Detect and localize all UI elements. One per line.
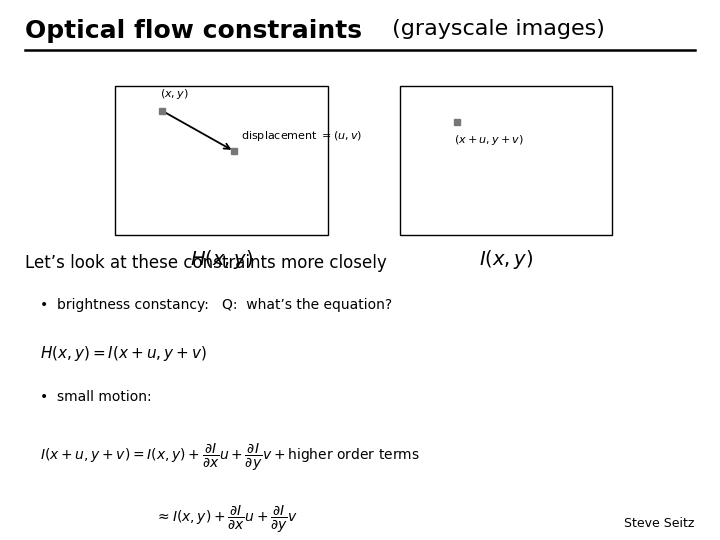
Text: $I(x+u,y+v) = I(x,y)+\dfrac{\partial I}{\partial x}u+\dfrac{\partial I}{\partial: $I(x+u,y+v) = I(x,y)+\dfrac{\partial I}{… — [40, 441, 419, 472]
Text: $(x, y)$: $(x, y)$ — [160, 87, 189, 101]
Text: $(x+u, y+v)$: $(x+u, y+v)$ — [454, 133, 523, 147]
Text: $H(x,y)$: $H(x,y)$ — [190, 248, 253, 272]
Text: Optical flow constraints: Optical flow constraints — [25, 19, 362, 43]
Bar — [115, 86, 328, 235]
Text: $H(x,y) = I(x+u, y+v)$: $H(x,y) = I(x+u, y+v)$ — [40, 344, 207, 363]
Text: displacement $= (u,v)$: displacement $= (u,v)$ — [241, 129, 362, 143]
Text: $\approx I(x,y) + \dfrac{\partial I}{\partial x}u + \dfrac{\partial I}{\partial : $\approx I(x,y) + \dfrac{\partial I}{\pa… — [155, 503, 298, 535]
Text: (grayscale images): (grayscale images) — [385, 19, 605, 39]
Text: •  brightness constancy:   Q:  what’s the equation?: • brightness constancy: Q: what’s the eq… — [40, 298, 392, 312]
Text: •  small motion:: • small motion: — [40, 390, 151, 404]
Text: $I(x,y)$: $I(x,y)$ — [479, 248, 533, 272]
Bar — [400, 86, 612, 235]
Text: Let’s look at these constraints more closely: Let’s look at these constraints more clo… — [25, 254, 387, 272]
Text: Steve Seitz: Steve Seitz — [624, 517, 695, 530]
